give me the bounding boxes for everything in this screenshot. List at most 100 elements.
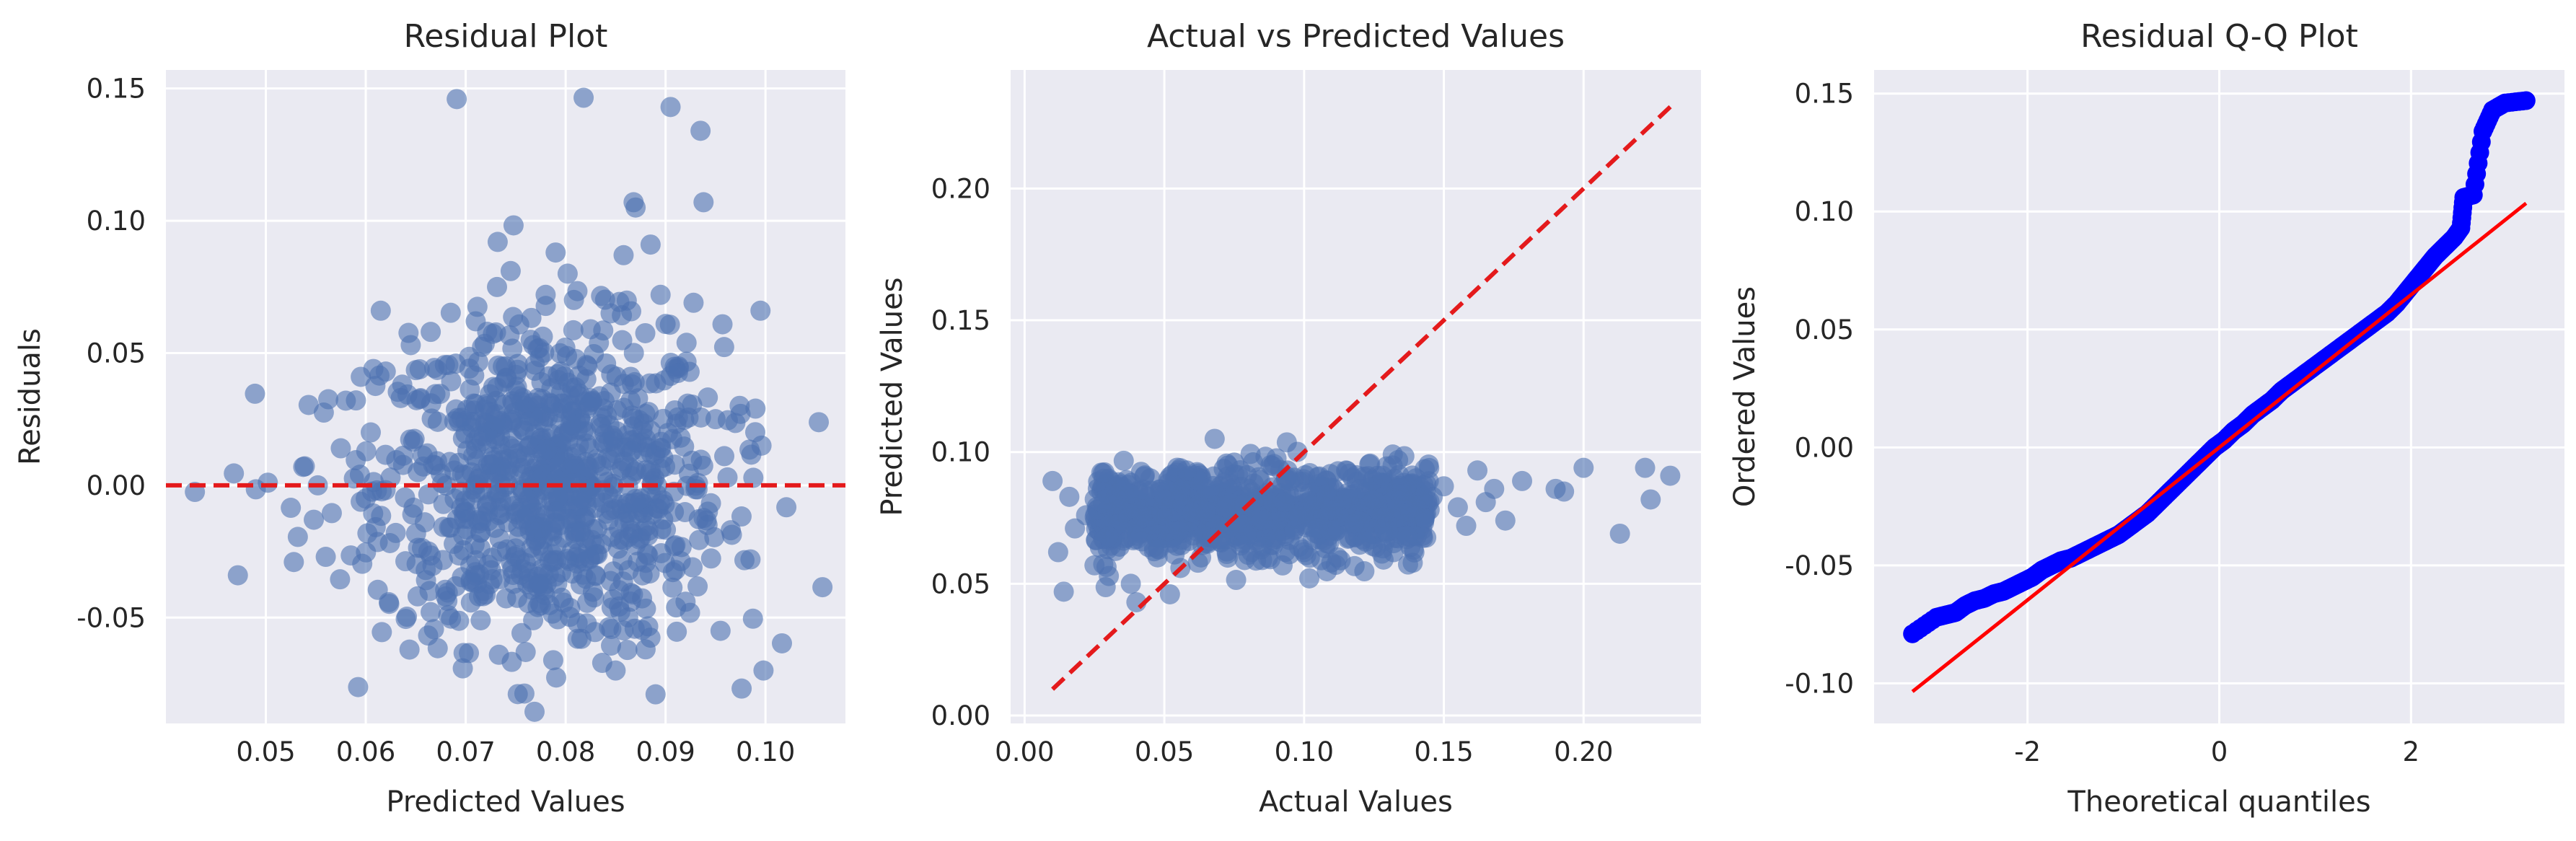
- scatter-point: [455, 501, 476, 522]
- scatter-point: [1238, 545, 1259, 565]
- x-tick-label: 0: [2211, 736, 2228, 767]
- qq-point: [2495, 93, 2515, 113]
- scatter-point: [1148, 539, 1169, 560]
- scatter-point: [357, 523, 378, 544]
- scatter-point: [1092, 462, 1113, 483]
- scatter-point: [363, 503, 384, 524]
- y-tick-label: 0.00: [1795, 432, 1854, 463]
- scatter-point: [421, 602, 441, 622]
- scatter-point: [560, 597, 581, 618]
- scatter-point: [1210, 531, 1231, 552]
- scatter-point: [483, 323, 504, 344]
- scatter-point: [496, 460, 517, 481]
- scatter-point: [653, 509, 674, 530]
- scatter-point: [1065, 518, 1086, 539]
- scatter-point: [1512, 470, 1533, 491]
- scatter-point: [601, 619, 622, 640]
- scatter-point: [527, 387, 548, 408]
- scatter-point: [700, 548, 721, 569]
- scatter-point: [1293, 542, 1314, 563]
- scatter-point: [622, 441, 643, 462]
- x-tick-label: 0.05: [236, 736, 295, 767]
- scatter-point: [470, 609, 491, 630]
- y-tick-label: 0.05: [87, 338, 146, 369]
- scatter-point: [1166, 535, 1187, 556]
- scatter-point: [1159, 584, 1180, 604]
- scatter-point: [635, 639, 656, 660]
- scatter-point: [550, 514, 571, 535]
- scatter-point: [1308, 518, 1329, 539]
- x-tick-label: 0.20: [1554, 736, 1613, 767]
- scatter-point: [1322, 500, 1342, 521]
- scatter-point: [529, 517, 550, 538]
- scatter-point: [520, 330, 541, 351]
- y-tick-label: 0.00: [87, 470, 146, 501]
- scatter-point: [809, 412, 830, 433]
- scatter-point: [687, 479, 708, 500]
- y-tick-label: 0.15: [1795, 79, 1854, 110]
- scatter-point: [698, 387, 718, 408]
- scatter-point: [612, 330, 633, 351]
- scatter-point: [1132, 508, 1153, 529]
- qq-fit-line: [1911, 201, 2528, 693]
- scatter-point: [632, 620, 653, 640]
- scatter-point: [521, 307, 542, 328]
- scatter-point: [1484, 478, 1505, 499]
- scatter-point: [1433, 476, 1454, 497]
- y-tick-label: 0.20: [931, 173, 990, 204]
- scatter-point: [1299, 462, 1320, 483]
- scatter-point: [527, 596, 548, 617]
- scatter-point: [1076, 505, 1096, 526]
- scatter-point: [697, 514, 718, 535]
- scatter-point: [652, 490, 673, 511]
- scatter-point: [375, 444, 396, 465]
- scatter-point: [501, 651, 522, 672]
- scatter-point: [293, 457, 314, 477]
- scatter-point: [400, 335, 421, 356]
- scatter-point: [1405, 468, 1426, 489]
- scatter-point: [395, 551, 416, 572]
- scatter-point: [375, 361, 396, 382]
- scatter-point: [1216, 497, 1236, 518]
- scatter-point: [1104, 494, 1125, 515]
- scatter-point: [687, 576, 708, 597]
- scatter-point: [665, 535, 686, 556]
- scatter-point: [1132, 531, 1153, 552]
- scatter-point: [459, 643, 480, 664]
- y-axis-label: Predicted Values: [876, 277, 909, 516]
- scatter-point: [662, 577, 683, 598]
- scatter-point: [298, 395, 319, 415]
- scatter-point: [1053, 581, 1074, 602]
- scatter-point: [330, 569, 351, 590]
- y-tick-label: 0.00: [931, 700, 990, 731]
- scatter-point: [1456, 516, 1477, 537]
- scatter-point: [586, 449, 607, 470]
- scatter-point: [585, 565, 606, 586]
- scatter-point: [1404, 542, 1425, 563]
- scatter-point: [1344, 513, 1365, 534]
- y-tick-label: 0.10: [931, 437, 990, 468]
- scatter-point: [1467, 460, 1488, 481]
- scatter-point: [521, 537, 542, 558]
- x-axis-label: Predicted Values: [386, 785, 625, 819]
- x-axis-label: Actual Values: [1259, 785, 1453, 819]
- scatter-point: [556, 549, 577, 570]
- scatter-point: [1223, 452, 1244, 473]
- scatter-point: [491, 541, 511, 562]
- scatter-point: [432, 550, 453, 571]
- scatter-point: [1660, 465, 1681, 486]
- scatter-point: [283, 552, 304, 573]
- scatter-point: [632, 565, 653, 586]
- scatter-point: [751, 435, 772, 456]
- scatter-point: [451, 408, 472, 428]
- scatter-point: [557, 345, 578, 366]
- scatter-point: [731, 506, 752, 527]
- scatter-point: [500, 410, 521, 431]
- plot-marks: [1042, 428, 1681, 612]
- scatter-point: [1177, 460, 1197, 481]
- scatter-point: [612, 457, 633, 478]
- scatter-point: [567, 628, 588, 649]
- scatter-point: [348, 677, 369, 697]
- x-tick-label: 0.00: [995, 736, 1054, 767]
